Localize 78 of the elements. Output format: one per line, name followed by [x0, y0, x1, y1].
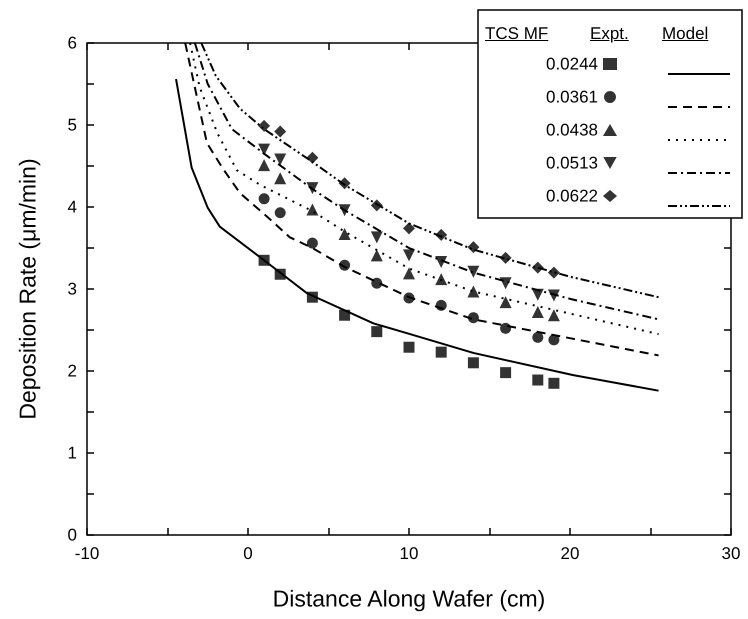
point: [404, 292, 414, 304]
point: [436, 300, 447, 311]
point: [532, 374, 544, 386]
y-axis-title: Deposition Rate (μm/min): [14, 158, 40, 420]
point: [532, 306, 544, 318]
point: [403, 222, 415, 234]
point: [258, 254, 270, 266]
point: [467, 266, 480, 278]
line-series: [175, 78, 660, 392]
point: [548, 334, 560, 346]
point: [258, 144, 270, 156]
point: [500, 252, 512, 264]
point: [339, 310, 350, 321]
point: [403, 249, 415, 262]
point: [436, 346, 447, 358]
point: [338, 177, 351, 190]
point: [274, 126, 286, 138]
point: [306, 152, 318, 164]
y-tick-label: 5: [68, 116, 77, 134]
point: [403, 267, 415, 280]
point: [306, 292, 318, 303]
point: [258, 120, 270, 132]
annotation: Model: [662, 24, 708, 44]
point: [306, 203, 318, 216]
x-tick-label: 0: [243, 544, 253, 563]
point: [306, 238, 318, 249]
x-tick-label: 10: [400, 544, 418, 563]
point: [370, 249, 383, 262]
legend-label: 0.0438: [546, 120, 598, 140]
point: [258, 159, 270, 172]
legend-label: 0.0244: [546, 54, 598, 74]
point: [532, 288, 544, 301]
y-tick-label: 1: [68, 444, 77, 462]
point: [435, 256, 448, 268]
point: [338, 228, 351, 240]
point: [370, 231, 383, 244]
point: [548, 378, 560, 389]
legend-title: TCS MF: [485, 24, 548, 44]
point: [371, 326, 382, 338]
point: [467, 285, 480, 298]
x-tick-label: -10: [74, 544, 100, 563]
legend-label: 0.0513: [546, 154, 598, 172]
point: [548, 266, 560, 279]
point: [500, 367, 512, 378]
point: [435, 228, 448, 241]
point: [339, 260, 350, 271]
point: [548, 309, 560, 322]
annotation: Expt.: [590, 24, 629, 44]
point: [370, 199, 383, 212]
point: [468, 357, 479, 368]
y-tick-label: 4: [68, 198, 77, 216]
x-tick-label: 30: [722, 544, 740, 563]
point: [371, 278, 382, 289]
point: [404, 342, 414, 353]
point: [258, 193, 270, 204]
legend-label: 0.0622: [546, 186, 598, 206]
point: [435, 273, 448, 286]
x-tick-label: 20: [560, 544, 580, 563]
point: [274, 172, 286, 184]
y-tick-label: 2: [68, 362, 77, 380]
legend-label: 0.0361: [546, 88, 598, 106]
y-tick-label: 0: [68, 526, 77, 544]
point: [338, 204, 351, 216]
point: [274, 207, 286, 218]
point: [468, 312, 479, 324]
point: [500, 296, 512, 308]
x-axis-title: Distance Along Wafer (cm): [272, 586, 546, 612]
point: [532, 332, 544, 343]
point: [532, 262, 544, 274]
point: [500, 277, 512, 290]
point: [274, 153, 286, 166]
point: [548, 290, 560, 302]
point: [500, 322, 512, 334]
y-tick-label: 3: [68, 280, 77, 298]
point: [306, 182, 318, 194]
y-tick-label: 6: [68, 34, 77, 52]
point: [274, 268, 286, 280]
point: [467, 241, 480, 254]
